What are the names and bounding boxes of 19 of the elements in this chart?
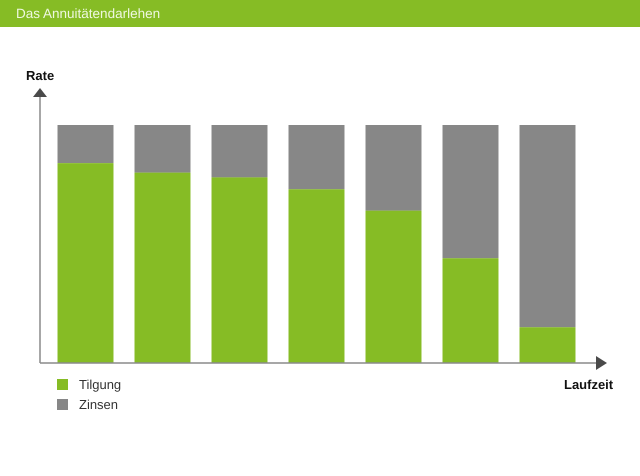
y-axis-title: Rate <box>26 68 54 83</box>
legend-label: Zinsen <box>79 396 118 412</box>
legend-label: Tilgung <box>79 376 122 392</box>
bar <box>442 125 498 258</box>
bar <box>212 125 268 178</box>
bar <box>366 125 422 211</box>
bar <box>58 125 114 164</box>
bar <box>288 125 344 190</box>
bar <box>520 327 576 363</box>
bar <box>212 177 268 363</box>
bar <box>366 210 422 363</box>
bar <box>134 172 190 363</box>
bar <box>58 163 114 363</box>
bar <box>288 189 344 363</box>
x-axis-title: Laufzeit <box>564 377 614 392</box>
bar <box>520 125 576 328</box>
chart-title: Das Annuitätendarlehen <box>16 6 160 21</box>
bar <box>442 258 498 363</box>
bar <box>134 125 190 173</box>
